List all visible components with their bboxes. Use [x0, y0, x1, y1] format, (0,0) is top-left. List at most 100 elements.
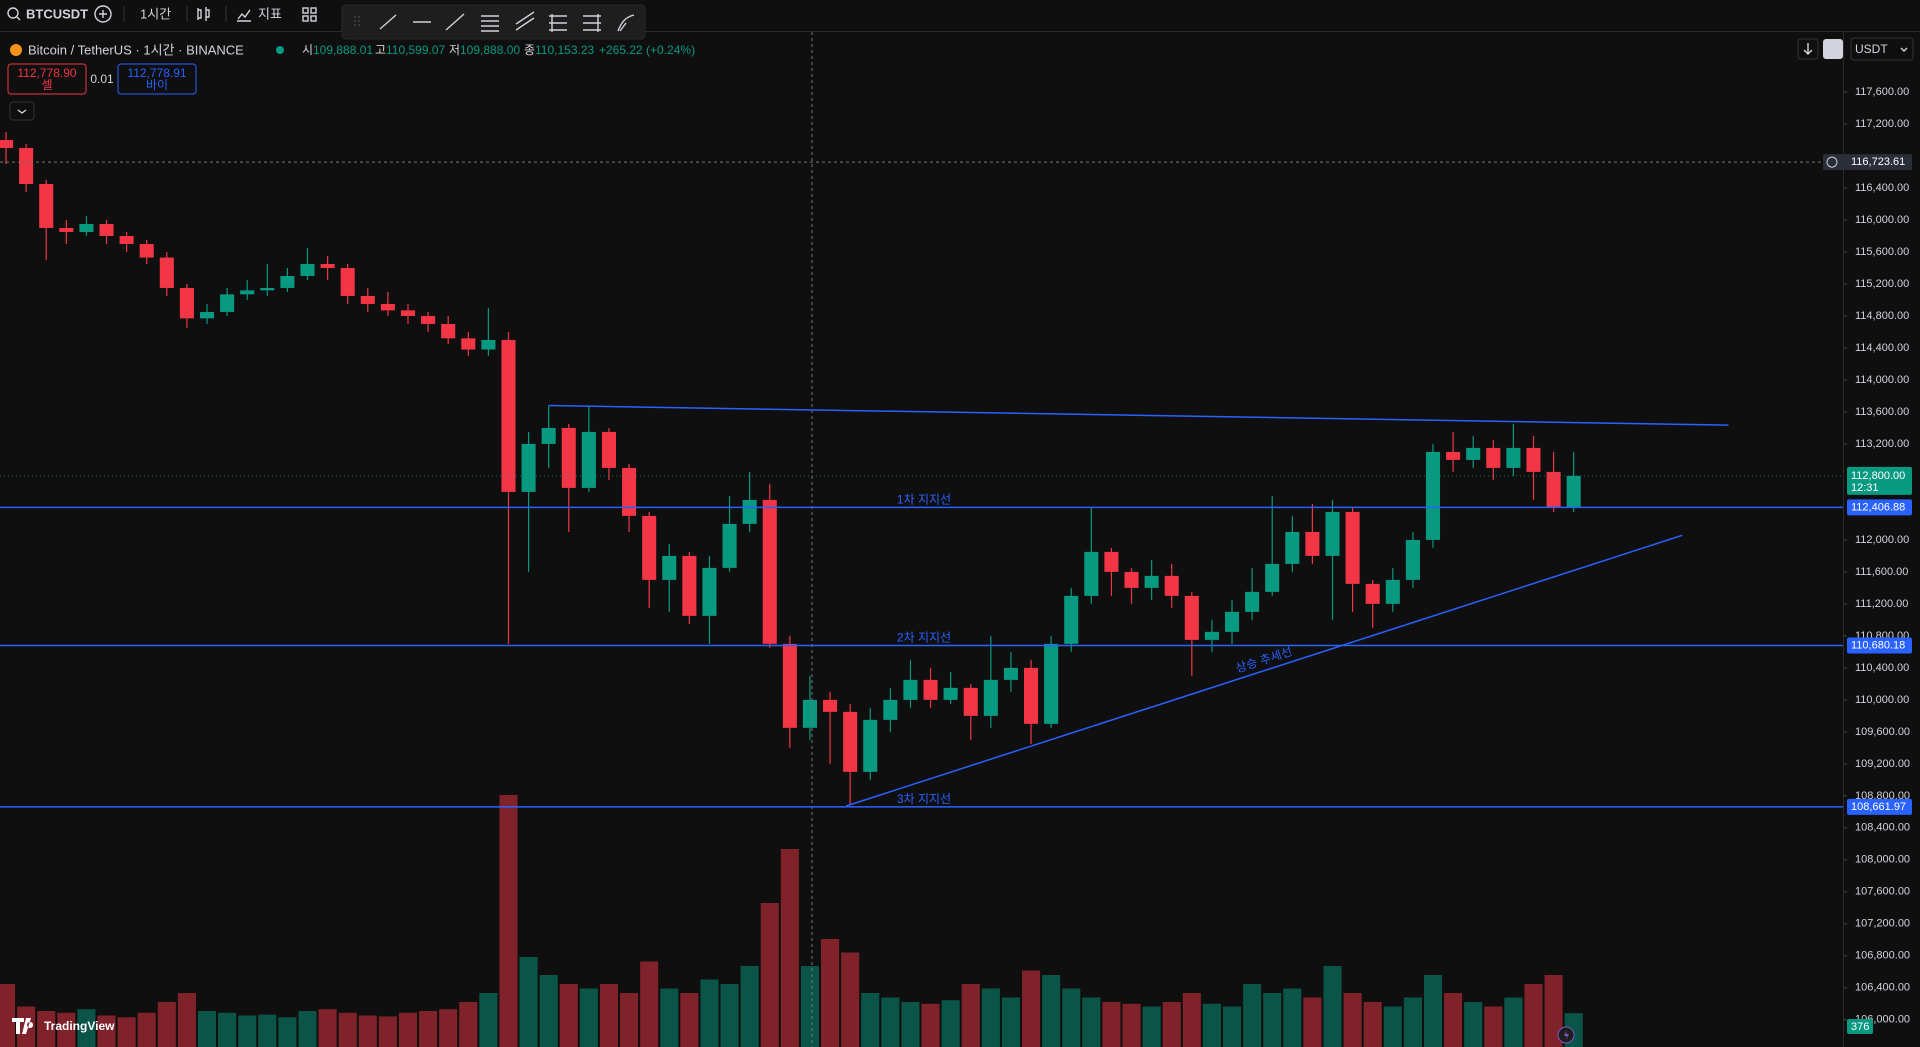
candle-body [1566, 475, 1581, 508]
indicators[interactable]: 지표 [258, 6, 282, 21]
open-label: 시 [302, 43, 313, 57]
buy-button[interactable] [117, 63, 197, 95]
candle-body [340, 267, 355, 296]
candle-body [1526, 447, 1541, 472]
high-label: 고 [375, 43, 386, 57]
candle-body [983, 679, 998, 716]
volume-bar [821, 939, 840, 1047]
support-line-label: 2차 지지선 [897, 631, 951, 645]
candle-body [421, 315, 436, 324]
volume-bar [1243, 984, 1262, 1047]
regression-tool[interactable] [549, 14, 567, 32]
volume-value-label: 376 [1851, 1021, 1869, 1033]
high-value: 110,599.07 [386, 43, 445, 57]
ray-tool[interactable] [445, 13, 465, 31]
volume-bar [740, 966, 759, 1047]
symbol[interactable]: BTCUSDT [26, 6, 88, 21]
candle-body [1345, 511, 1360, 584]
volume-bar [1303, 997, 1322, 1047]
candle-body [1184, 595, 1199, 640]
currency: USDT [1855, 42, 1888, 56]
volume-bar [197, 1011, 217, 1047]
candle-body [360, 295, 375, 304]
indicators-icon[interactable] [237, 9, 251, 22]
symbol-title[interactable]: Bitcoin / TetherUS · 1시간 · BINANCE [28, 42, 244, 57]
symbol-search[interactable]: BTCUSDT [7, 6, 88, 21]
level-price-label: 108,661.97 [1851, 801, 1906, 813]
sell-button[interactable] [7, 63, 87, 95]
candle-body [1245, 591, 1260, 612]
parallel-channel-tool[interactable] [515, 11, 535, 31]
candle-body [1024, 667, 1039, 724]
pitchfork-tool[interactable] [583, 14, 601, 32]
close-label: 종 [524, 43, 535, 57]
compare-button[interactable] [94, 5, 112, 23]
volume-bar [177, 993, 196, 1047]
y-tick-label: 108,800.00 [1855, 790, 1910, 802]
chart-type-button[interactable] [197, 7, 210, 21]
candle-body [863, 719, 878, 772]
candle-body [1084, 551, 1099, 596]
change-value: +265.22 (+0.24%) [599, 43, 695, 57]
y-tick-label: 107,600.00 [1855, 886, 1910, 898]
volume-bar [599, 984, 619, 1047]
candle-body [320, 263, 335, 268]
brush-tool[interactable] [617, 14, 635, 32]
volume-bar [1504, 997, 1523, 1047]
volume-bar [419, 1011, 438, 1047]
y-tick-label: 110,000.00 [1855, 694, 1909, 706]
y-tick-label: 114,000.00 [1855, 374, 1909, 386]
volume-bar [559, 984, 578, 1047]
crosshair-price-box [1823, 154, 1912, 171]
y-tick-label: 106,800.00 [1855, 950, 1910, 962]
volume-bar [1182, 993, 1201, 1047]
compare-plus [99, 10, 107, 18]
collapse-button[interactable] [9, 101, 35, 121]
y-tick-label: 110,400.00 [1855, 662, 1909, 674]
volume-bar [620, 993, 639, 1047]
candle-body [260, 287, 275, 291]
trendline-tool[interactable] [379, 14, 397, 30]
volume-bar [439, 1009, 458, 1047]
volume-bar [780, 849, 799, 1047]
candle-body [883, 699, 898, 720]
y-tick-label: 107,200.00 [1855, 918, 1910, 930]
candle-body [119, 235, 134, 244]
volume-bar [1544, 975, 1563, 1047]
drag-handle[interactable] [354, 16, 360, 28]
interval[interactable]: 1시간 [140, 6, 171, 21]
volume-bar [137, 1012, 156, 1047]
candle-body [79, 223, 94, 232]
buy-label: 바이 [146, 78, 168, 92]
candle-body [642, 515, 657, 580]
volume-bar [1383, 1006, 1402, 1047]
y-tick-label: 111,600.00 [1855, 566, 1908, 578]
layout-icon [302, 15, 309, 22]
toolbar [0, 0, 1920, 31]
y-tick-label: 113,600.00 [1855, 406, 1909, 418]
candle-body [1265, 563, 1280, 592]
y-tick-label: 109,600.00 [1855, 726, 1910, 738]
volume-bar [1001, 997, 1020, 1047]
volume-bar [1162, 1002, 1181, 1047]
candle-body [762, 499, 777, 644]
volume-bar [1082, 997, 1101, 1047]
volume-bar [1444, 993, 1463, 1047]
candle-body [1044, 643, 1059, 724]
volume-bar [1464, 1002, 1483, 1047]
candle-body [0, 139, 14, 148]
candle-body [1164, 575, 1179, 596]
auto-scale-button[interactable] [1823, 39, 1843, 59]
candle-body [662, 555, 677, 580]
currency-select[interactable] [1850, 37, 1914, 61]
layout-button[interactable] [302, 7, 317, 22]
y-tick-label: 113,200.00 [1855, 438, 1909, 450]
fib-tool[interactable] [481, 15, 499, 32]
candle-body [601, 431, 617, 468]
volume-bar [298, 1011, 317, 1047]
candle-body [903, 679, 918, 700]
candle-body [1365, 583, 1380, 604]
volume-bar [1323, 966, 1342, 1047]
brand: TradingView [44, 1019, 115, 1033]
level-price-box [1847, 637, 1912, 654]
